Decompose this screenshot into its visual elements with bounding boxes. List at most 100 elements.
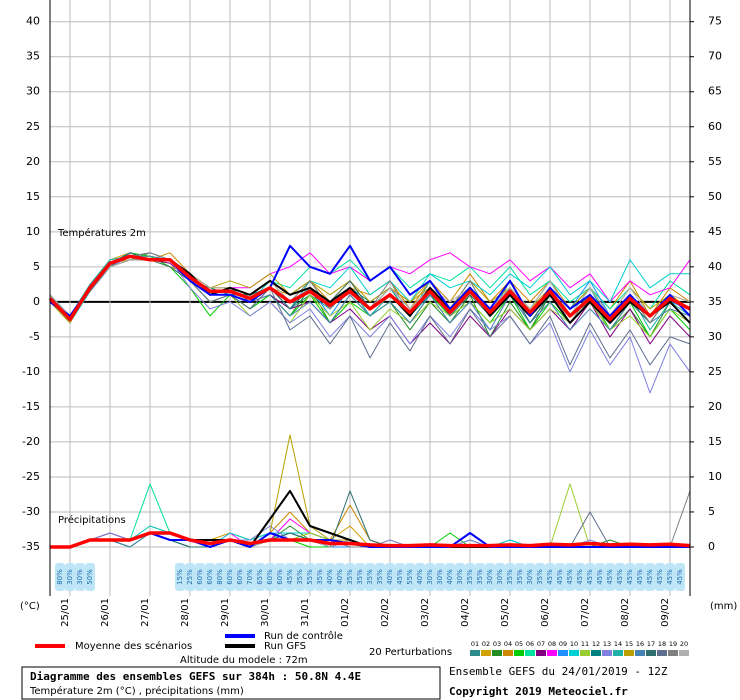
probability-box	[275, 563, 285, 591]
probability-label: 45%	[626, 569, 634, 585]
probability-box	[215, 563, 225, 591]
legend-swatch	[657, 650, 667, 656]
x-tick-label: 02/02	[380, 598, 391, 627]
x-tick-label: 05/02	[500, 598, 511, 627]
probability-label: 35%	[476, 569, 484, 585]
x-tick-label: 30/01	[260, 598, 271, 627]
legend-swatch	[569, 650, 579, 656]
altitude: Altitude du modele : 72m	[180, 655, 308, 666]
probability-box	[635, 563, 645, 591]
legend-swatch	[668, 650, 678, 656]
probability-box	[575, 563, 585, 591]
probability-box	[485, 563, 495, 591]
x-tick-label: 08/02	[620, 598, 631, 627]
copyright: Copyright 2019 Meteociel.fr	[449, 685, 628, 698]
y-tick-label: -25	[22, 470, 40, 483]
x-tick-label: 27/01	[140, 598, 151, 627]
y-tick-label: -10	[22, 365, 40, 378]
legend-label: 09	[559, 640, 567, 648]
probability-box	[195, 563, 205, 591]
legend-swatch	[514, 650, 524, 656]
probability-label: 45%	[656, 569, 664, 585]
legend-label: 12	[592, 640, 600, 648]
legend-label: 20	[680, 640, 688, 648]
probability-label: 35%	[356, 569, 364, 585]
probability-box	[605, 563, 615, 591]
precipitation-label: Précipitations	[58, 514, 126, 526]
legend-label: 15	[625, 640, 633, 648]
y2-tick-label: 50	[708, 190, 722, 203]
y2-tick-label: 30	[708, 330, 722, 343]
legend-swatch	[525, 650, 535, 656]
temperature-line	[48, 254, 691, 322]
y-tick-label: 40	[26, 15, 40, 28]
legend-label: 14	[614, 640, 622, 648]
temperature-line	[49, 255, 691, 331]
probability-label: 35%	[366, 569, 374, 585]
probability-label: 70%	[246, 569, 254, 585]
legend-label: 11	[581, 640, 589, 648]
probability-label: 30%	[496, 569, 504, 585]
probability-label: 55%	[306, 569, 314, 585]
probability-box	[245, 563, 255, 591]
probability-label: 55%	[406, 569, 414, 585]
probability-box	[655, 563, 665, 591]
probability-box	[355, 563, 365, 591]
legend-swatch	[646, 650, 656, 656]
y2-unit: (mm)	[710, 601, 737, 612]
x-tick-label: 26/01	[100, 598, 111, 627]
probability-box	[565, 563, 575, 591]
legend-label: 19	[669, 640, 677, 648]
probability-label: 80%	[216, 569, 224, 585]
legend-swatch	[580, 650, 590, 656]
probability-box	[585, 563, 595, 591]
probability-label: 35%	[536, 569, 544, 585]
probability-box	[75, 563, 85, 591]
probability-box	[625, 563, 635, 591]
legend-swatch	[558, 650, 568, 656]
probability-box	[325, 563, 335, 591]
probability-box	[595, 563, 605, 591]
y-tick-label: -35	[22, 540, 40, 553]
legend-label: Run de contrôle	[264, 630, 343, 642]
legend-label: 10	[570, 640, 578, 648]
legend-label: 03	[493, 640, 501, 648]
probability-box	[455, 563, 465, 591]
probability-label: 60%	[266, 569, 274, 585]
probability-box	[495, 563, 505, 591]
y2-tick-label: 15	[708, 435, 722, 448]
x-tick-label: 07/02	[580, 598, 591, 627]
legend-label: Moyenne des scénarios	[75, 640, 192, 652]
y-tick-label: -5	[29, 330, 40, 343]
legend-swatch	[481, 650, 491, 656]
precipitation-line	[50, 531, 691, 549]
probability-label: 40%	[336, 569, 344, 585]
y-tick-label: 25	[26, 120, 40, 133]
probability-label: 45%	[396, 569, 404, 585]
probability-box	[365, 563, 375, 591]
probability-label: 45%	[636, 569, 644, 585]
probability-label: 45%	[286, 569, 294, 585]
probability-box	[555, 563, 565, 591]
probability-label: 30%	[526, 569, 534, 585]
y2-tick-label: 70	[708, 50, 722, 63]
legend-label: 02	[482, 640, 490, 648]
legend-swatch	[492, 650, 502, 656]
probability-label: 30%	[66, 569, 74, 585]
y2-tick-label: 20	[708, 400, 722, 413]
probability-label: 45%	[676, 569, 684, 585]
legend-swatch	[624, 650, 634, 656]
legend-label: Run GFS	[264, 641, 306, 652]
probability-box	[85, 563, 95, 591]
probability-label: 60%	[276, 569, 284, 585]
x-tick-label: 01/02	[340, 598, 351, 627]
probability-box	[205, 563, 215, 591]
probability-label: 60%	[236, 569, 244, 585]
probability-label: 80%	[56, 569, 64, 585]
legend-swatch	[613, 650, 623, 656]
probability-box	[55, 563, 65, 591]
y2-tick-label: 10	[708, 470, 722, 483]
probability-label: 45%	[576, 569, 584, 585]
probability-box	[265, 563, 275, 591]
legend-swatch	[470, 650, 480, 656]
